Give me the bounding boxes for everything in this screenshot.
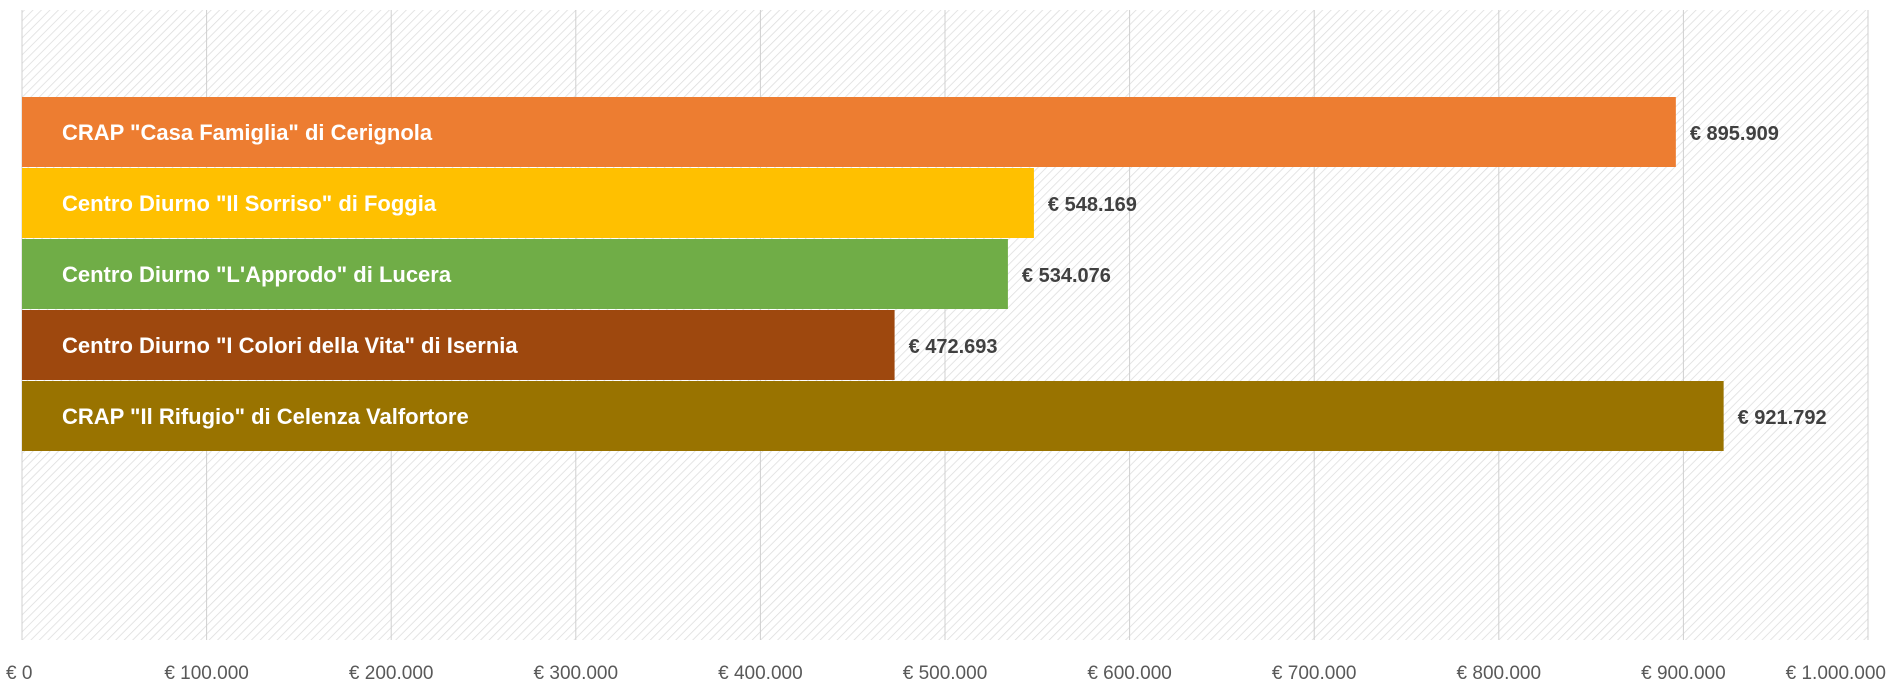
x-tick-label: € 300.000 [534, 663, 619, 684]
x-tick-label: € 600.000 [1087, 663, 1172, 684]
bar [22, 381, 1724, 451]
bars: CRAP "Casa Famiglia" di Cerignola € 895.9… [22, 97, 1827, 451]
bar-value-label: € 472.693 [909, 336, 998, 358]
bar-category-label: Centro Diurno "I Colori della Vita" di I… [62, 333, 518, 358]
bar [22, 239, 1008, 309]
bar-value-label: € 921.792 [1738, 407, 1827, 429]
x-tick-label: € 800.000 [1457, 663, 1542, 684]
x-axis: € 0 € 100.000 € 200.000 € 300.000 € 400.000 €… [6, 663, 1886, 684]
bar [22, 168, 1034, 238]
x-tick-label: € 0 [6, 663, 32, 684]
x-tick-label: € 400.000 [718, 663, 803, 684]
bar-category-label: CRAP "Casa Famiglia" di Cerignola [62, 120, 433, 145]
bar-category-label: Centro Diurno "L'Approdo" di Lucera [62, 262, 452, 287]
x-tick-label: € 100.000 [164, 663, 249, 684]
x-tick-label: € 700.000 [1272, 663, 1357, 684]
bar-value-label: € 534.076 [1022, 265, 1111, 287]
bar-category-label: Centro Diurno "Il Sorriso" di Foggia [62, 191, 437, 216]
x-tick-label: € 500.000 [903, 663, 988, 684]
x-tick-label: € 900.000 [1641, 663, 1726, 684]
bar [22, 310, 895, 380]
bar-category-label: CRAP "Il Rifugio" di Celenza Valfortore [62, 404, 469, 429]
bar-value-label: € 895.909 [1690, 123, 1779, 145]
bar-value-label: € 548.169 [1048, 194, 1137, 216]
x-tick-label: € 200.000 [349, 663, 434, 684]
x-tick-label: € 1.000.000 [1786, 663, 1886, 684]
bar [22, 97, 1676, 167]
